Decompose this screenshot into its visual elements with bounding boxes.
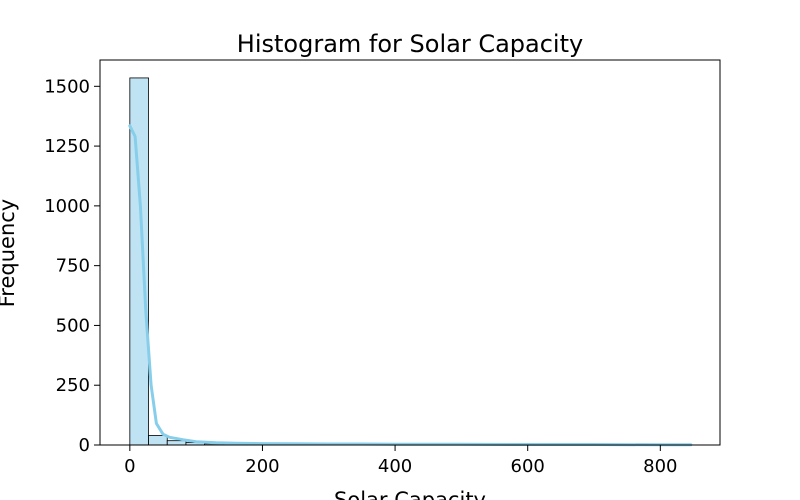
histogram-bar (166, 440, 187, 446)
histogram-bar (148, 435, 168, 446)
histogram-bars (129, 77, 692, 446)
x-tick-label: 600 (511, 456, 545, 477)
plot-frame (99, 59, 721, 446)
y-tick-label: 1500 (44, 76, 90, 97)
kde-line (128, 124, 693, 447)
y-tick-label: 750 (56, 256, 90, 277)
y-tick-label: 1250 (44, 136, 90, 157)
y-axis-label: Frequency (0, 199, 19, 308)
x-axis-label: Solar Capacity (334, 488, 486, 500)
chart-title: Histogram for Solar Capacity (237, 30, 583, 58)
y-tick-label: 1000 (44, 196, 90, 217)
y-axis-ticks: 0 250 500 750 1000 1250 1500 (44, 76, 100, 456)
y-tick-label: 500 (56, 315, 90, 336)
kde-curve-group (128, 124, 693, 447)
x-axis-ticks: 0 200 400 600 800 (124, 445, 678, 477)
x-tick-label: 400 (378, 456, 412, 477)
y-tick-label: 0 (79, 435, 90, 456)
x-tick-label: 0 (124, 456, 135, 477)
x-tick-label: 800 (643, 456, 677, 477)
x-tick-label: 200 (245, 456, 279, 477)
y-tick-label: 250 (56, 375, 90, 396)
